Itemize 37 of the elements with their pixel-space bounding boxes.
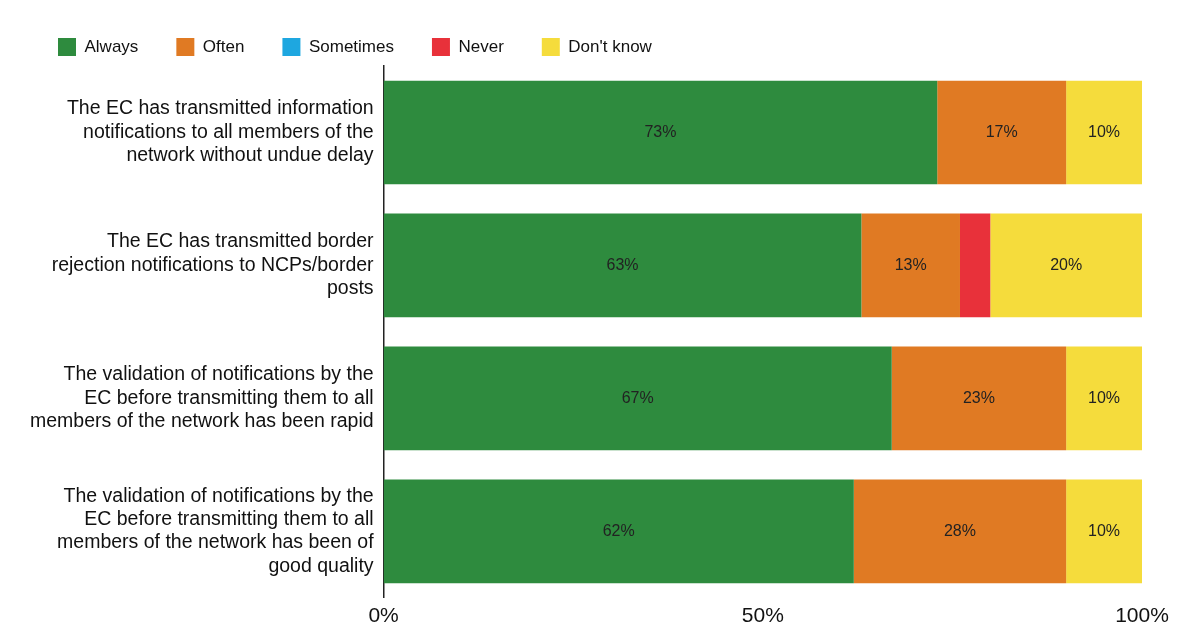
bar <box>1066 346 1142 451</box>
x-tick-label: 0% <box>368 603 399 627</box>
legend-label: Sometimes <box>308 36 394 56</box>
bar <box>383 479 854 584</box>
legend-label: Always <box>84 36 139 56</box>
bar <box>959 213 991 318</box>
data-label: 10% <box>1088 521 1121 539</box>
bar <box>383 213 862 318</box>
legend-label: Often <box>202 36 245 56</box>
data-label: 13% <box>894 255 927 273</box>
bar <box>383 80 938 185</box>
x-tick-label: 50% <box>741 603 784 627</box>
data-label: 67% <box>621 388 654 406</box>
data-label: 73% <box>644 122 677 140</box>
data-label: 10% <box>1088 122 1121 140</box>
y-tick-label: The EC has transmitted border rejection notifications to NCPs/border posts <box>51 229 375 299</box>
data-label: 17% <box>985 122 1018 140</box>
legend-label: Don't know <box>568 36 653 56</box>
data-label: 23% <box>962 388 995 406</box>
data-label: 10% <box>1088 388 1121 406</box>
y-tick-label: The validation of notifications by the EC before transmitting them to all members of the network has been rapid <box>29 362 374 432</box>
bar <box>891 346 1067 451</box>
bar <box>990 213 1142 318</box>
bar <box>853 479 1067 584</box>
data-label: 62% <box>602 521 635 539</box>
x-tick-label: 100% <box>1115 603 1169 627</box>
bar <box>861 213 960 318</box>
bar <box>1066 80 1142 185</box>
data-label: 28% <box>943 521 976 539</box>
bar <box>937 80 1067 185</box>
data-label: 20% <box>1050 255 1083 273</box>
y-tick-label: The EC has transmitted information notifications to all members of the network without undue delay <box>66 96 374 166</box>
bar <box>1066 479 1142 584</box>
y-tick-label: The validation of notifications by the EC before transmitting them to all members of the network has been of good quality <box>57 483 375 576</box>
legend-label: Never <box>458 36 505 56</box>
data-label: 63% <box>606 255 639 273</box>
bar <box>383 346 892 451</box>
